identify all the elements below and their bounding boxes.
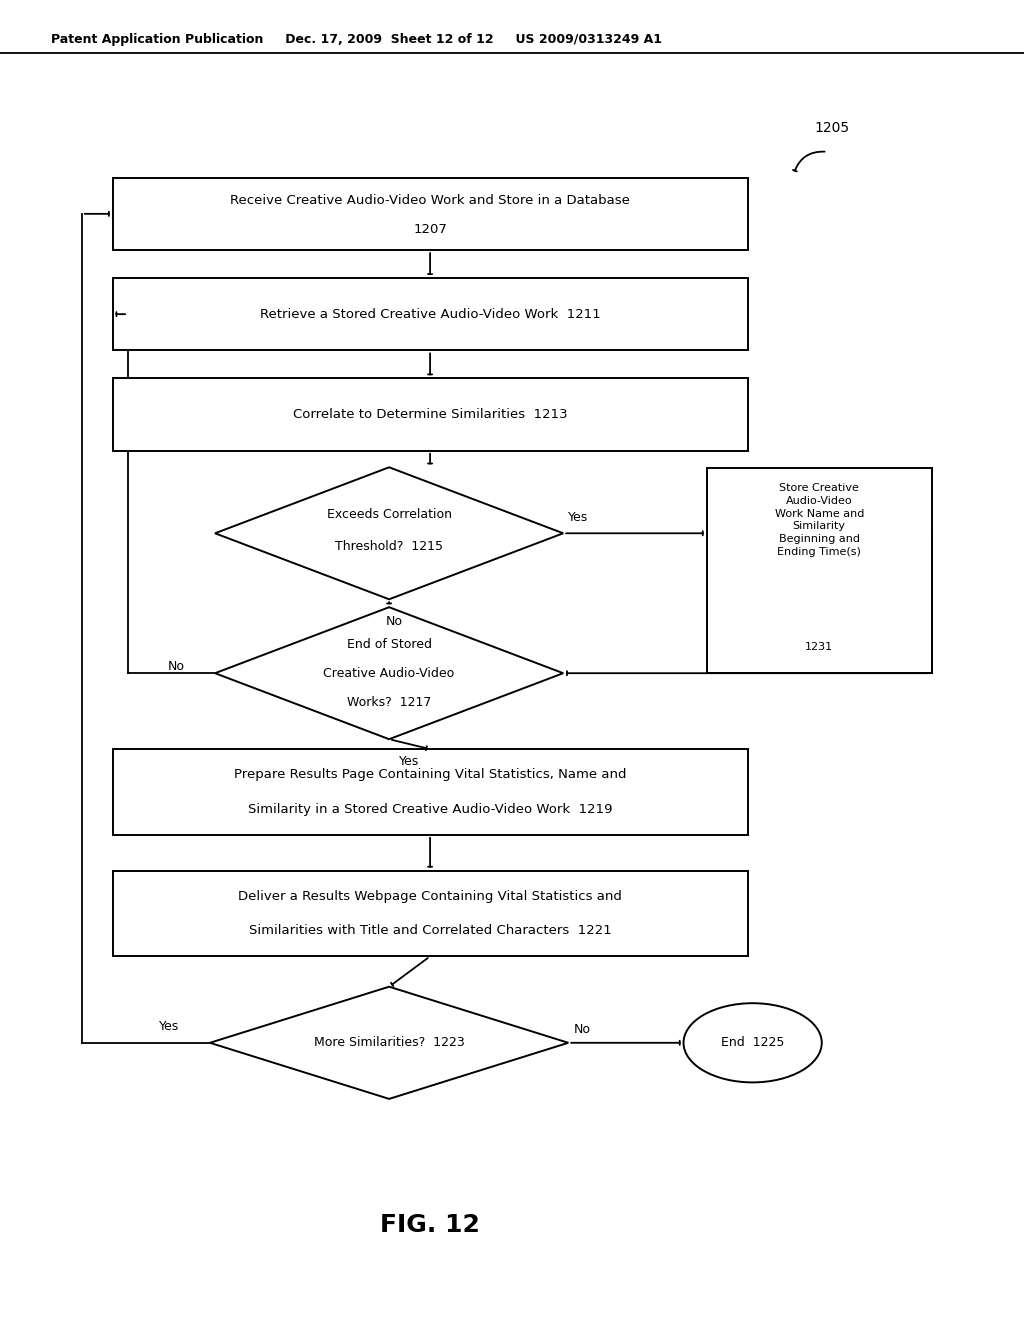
Polygon shape [215, 467, 563, 599]
FancyBboxPatch shape [707, 469, 932, 673]
FancyBboxPatch shape [113, 177, 748, 251]
FancyBboxPatch shape [113, 378, 748, 450]
Text: FIG. 12: FIG. 12 [380, 1213, 480, 1237]
Text: Deliver a Results Webpage Containing Vital Statistics and: Deliver a Results Webpage Containing Vit… [239, 890, 622, 903]
Text: Similarity in a Stored Creative Audio-Video Work  1219: Similarity in a Stored Creative Audio-Vi… [248, 803, 612, 816]
Text: 1207: 1207 [413, 223, 447, 236]
FancyBboxPatch shape [113, 871, 748, 956]
Text: Yes: Yes [159, 1020, 179, 1034]
FancyBboxPatch shape [113, 748, 748, 834]
Text: No: No [573, 1023, 591, 1036]
Text: Yes: Yes [568, 511, 589, 524]
Ellipse shape [684, 1003, 821, 1082]
Text: Retrieve a Stored Creative Audio-Video Work  1211: Retrieve a Stored Creative Audio-Video W… [260, 308, 600, 321]
Text: Exceeds Correlation: Exceeds Correlation [327, 508, 452, 521]
Text: End of Stored: End of Stored [346, 638, 432, 651]
Text: 1205: 1205 [814, 120, 849, 135]
Text: End  1225: End 1225 [721, 1036, 784, 1049]
Text: Works?  1217: Works? 1217 [347, 696, 431, 709]
Text: Store Creative
Audio-Video
Work Name and
Similarity
Beginning and
Ending Time(s): Store Creative Audio-Video Work Name and… [774, 483, 864, 557]
Text: Creative Audio-Video: Creative Audio-Video [324, 667, 455, 680]
Text: Prepare Results Page Containing Vital Statistics, Name and: Prepare Results Page Containing Vital St… [233, 768, 627, 781]
Polygon shape [215, 607, 563, 739]
FancyBboxPatch shape [113, 277, 748, 350]
Text: Threshold?  1215: Threshold? 1215 [335, 540, 443, 553]
Polygon shape [210, 987, 568, 1098]
Text: 1231: 1231 [805, 642, 834, 652]
Text: Correlate to Determine Similarities  1213: Correlate to Determine Similarities 1213 [293, 408, 567, 421]
Text: Similarities with Title and Correlated Characters  1221: Similarities with Title and Correlated C… [249, 924, 611, 937]
Text: Patent Application Publication     Dec. 17, 2009  Sheet 12 of 12     US 2009/031: Patent Application Publication Dec. 17, … [51, 33, 663, 46]
Text: More Similarities?  1223: More Similarities? 1223 [313, 1036, 465, 1049]
Text: Receive Creative Audio-Video Work and Store in a Database: Receive Creative Audio-Video Work and St… [230, 194, 630, 207]
Text: Yes: Yes [399, 755, 420, 768]
Text: No: No [386, 615, 402, 628]
Text: No: No [167, 660, 184, 673]
